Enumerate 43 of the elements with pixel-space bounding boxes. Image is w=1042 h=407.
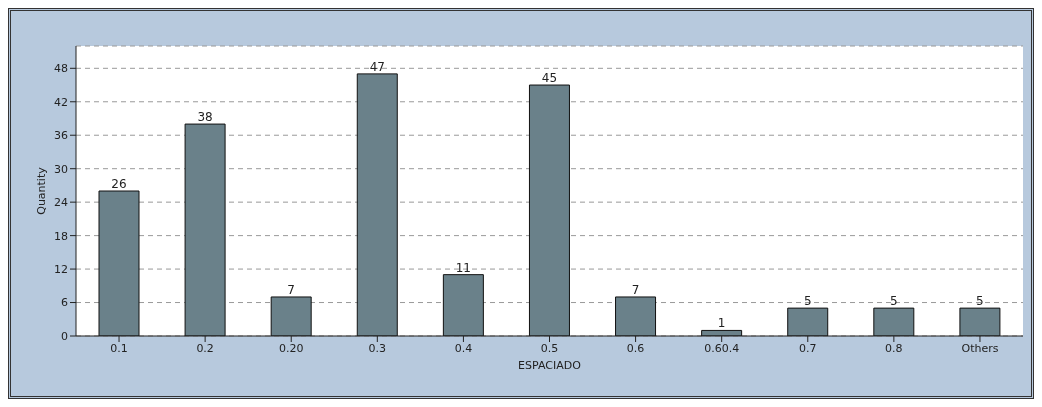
x-axis-title: ESPACIADO [518,359,582,372]
y-tick-label: 36 [54,129,68,143]
bar [873,307,915,336]
bar [959,307,1001,336]
y-tick-label: 24 [54,196,68,210]
x-tick-label: 0.3 [368,341,387,355]
y-tick-label: 48 [54,62,68,76]
data-label: 5 [803,294,812,309]
data-label: 7 [287,282,295,297]
x-tick-label: 0.8 [885,341,903,355]
x-tick-label: Others [961,341,999,355]
data-label: 11 [455,260,471,275]
y-tick-label: 6 [61,296,68,310]
y-axis-title: Quantity [34,166,48,215]
data-label: 47 [369,59,385,74]
data-label: 1 [717,316,726,331]
bar [528,84,570,336]
data-label: 38 [197,110,213,125]
bar [787,307,829,336]
y-tick-label: 18 [54,229,68,243]
x-tick-label: 0.7 [799,341,817,355]
data-label: 26 [111,177,127,191]
data-label: 5 [890,294,898,309]
x-tick-label: 0.4 [454,341,473,355]
data-label: 45 [541,71,558,86]
x-tick-label: 0.1 [110,341,128,355]
x-tick-label: 0.20 [278,341,304,355]
bar [442,274,484,336]
x-tick-label: 0.2 [196,341,214,355]
y-tick-label: 0 [61,329,68,343]
x-tick-label: 0.60.4 [704,341,740,355]
bar [615,296,657,336]
data-label: 5 [976,294,984,309]
y-tick-label: 42 [54,95,68,109]
x-tick-label: 0.5 [540,341,559,355]
data-label: 7 [631,282,640,297]
bar [184,123,226,336]
bar [356,73,398,336]
bar [98,190,140,336]
bar [270,296,312,336]
y-tick-label: 12 [54,262,68,276]
x-tick-label: 0.6 [626,341,645,355]
y-tick-label: 30 [54,162,68,176]
